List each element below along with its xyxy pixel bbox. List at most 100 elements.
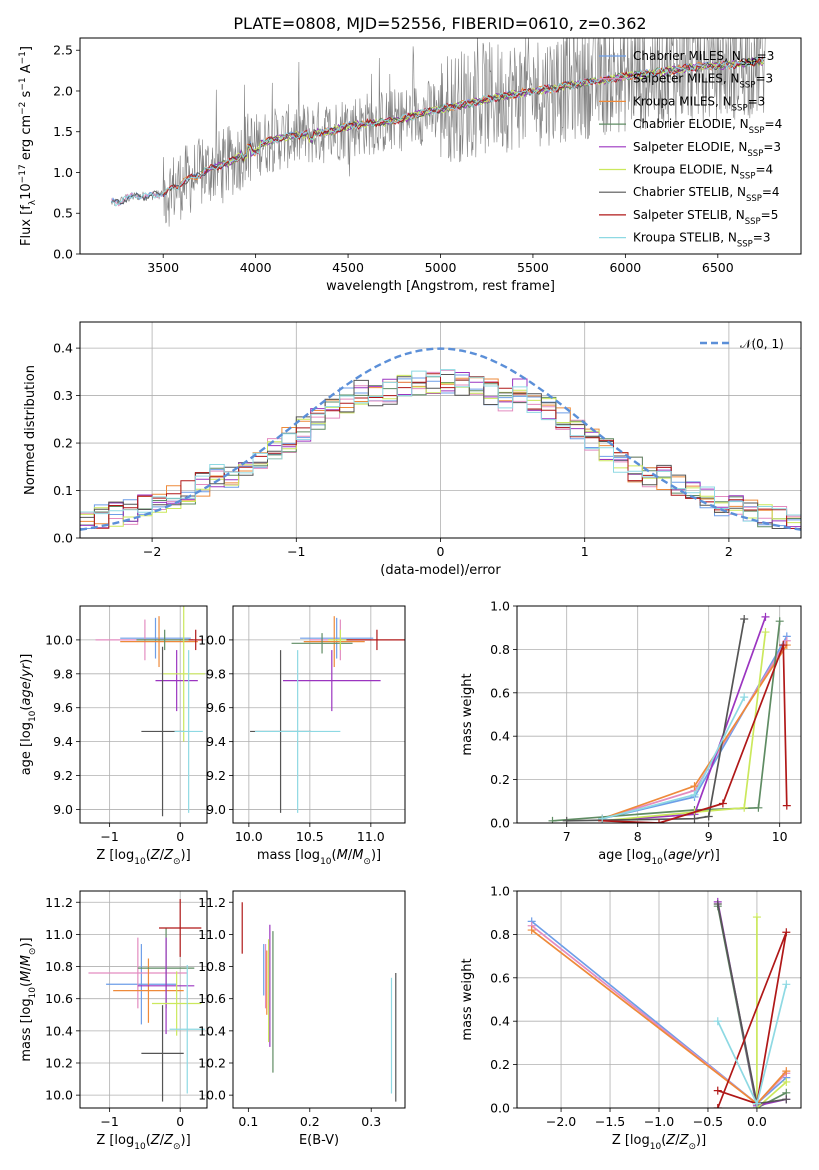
point-marker bbox=[782, 1067, 791, 1076]
x-tick-label: 4000 bbox=[240, 260, 272, 275]
y-tick-label: 9.4 bbox=[53, 734, 73, 749]
x-tick-label: −1.5 bbox=[595, 1114, 625, 1129]
x-tick-label: 4500 bbox=[332, 260, 364, 275]
y-tick-label: 10.0 bbox=[198, 1088, 226, 1103]
axes-frame bbox=[516, 890, 802, 1109]
point-marker bbox=[527, 926, 536, 935]
y-tick-label: 0.2 bbox=[490, 772, 510, 787]
x-axis-label: mass [log10(M/M⊙)] bbox=[257, 848, 381, 867]
series-line-kroupa-elodie bbox=[756, 917, 787, 1108]
y-axis-label: mass weight bbox=[460, 673, 475, 755]
point-marker bbox=[779, 641, 788, 650]
x-tick-label: 5500 bbox=[517, 260, 549, 275]
x-axis-label: Z [log10(Z/Z⊙)] bbox=[612, 1133, 706, 1152]
data-spectrum-line bbox=[111, 38, 766, 227]
x-tick-label: 2 bbox=[725, 544, 733, 559]
plot-area bbox=[250, 616, 405, 813]
chart-mass-vs-Z: −1 0 10.0 10.2 10.4 10.6 10.8 11.0 11.2 Z [log10(… bbox=[19, 890, 208, 1152]
y-tick-label: 0.1 bbox=[53, 483, 73, 498]
y-tick-label: 9.8 bbox=[53, 666, 73, 681]
x-tick-label: 0 bbox=[176, 829, 184, 844]
y-tick-label: 1.5 bbox=[53, 124, 73, 139]
point-marker bbox=[690, 782, 699, 791]
x-tick-label: 9 bbox=[705, 829, 713, 844]
plot-area bbox=[80, 347, 801, 538]
point-marker bbox=[562, 816, 571, 823]
y-tick-label: 9.2 bbox=[53, 768, 73, 783]
point-marker bbox=[598, 814, 607, 823]
y-tick-label: 9.6 bbox=[206, 700, 226, 715]
x-tick-label: 0.3 bbox=[361, 1114, 381, 1129]
y-axis-label: Flux [fλ10−17 erg cm−2 s−1 A−1] bbox=[18, 46, 38, 246]
x-tick-label: −0.5 bbox=[693, 1114, 723, 1129]
x-tick-label: −2 bbox=[143, 544, 161, 559]
point-marker bbox=[690, 814, 699, 823]
y-axis-label: age [log10(age/yr)] bbox=[19, 654, 38, 776]
axes-frame bbox=[232, 605, 406, 824]
point-marker bbox=[782, 1077, 791, 1086]
x-tick-label: −1 bbox=[100, 829, 118, 844]
point-marker bbox=[761, 612, 770, 621]
x-axis-label: E(B-V) bbox=[299, 1133, 339, 1148]
y-tick-label: 10.4 bbox=[45, 1023, 73, 1038]
x-axis-label: (data-model)/error bbox=[380, 563, 501, 578]
y-tick-label: 10.2 bbox=[45, 1055, 73, 1070]
y-tick-label: 0.0 bbox=[490, 1101, 510, 1116]
y-tick-label: 0.4 bbox=[490, 729, 510, 744]
y-tick-label: 10.4 bbox=[198, 1023, 226, 1038]
y-tick-label: 10.8 bbox=[45, 959, 73, 974]
x-tick-label: 10.5 bbox=[296, 829, 324, 844]
y-tick-label: 0.0 bbox=[53, 247, 73, 262]
y-tick-label: 1.0 bbox=[53, 165, 73, 180]
point-marker bbox=[704, 812, 713, 821]
point-marker bbox=[752, 1099, 761, 1108]
y-tick-label: 0.4 bbox=[53, 341, 73, 356]
y-tick-label: 11.0 bbox=[198, 927, 226, 942]
y-axis-label: mass weight bbox=[460, 958, 475, 1040]
x-axis-label: Z [log10(Z/Z⊙)] bbox=[96, 848, 190, 867]
x-tick-label: 0 bbox=[437, 544, 445, 559]
point-marker bbox=[548, 816, 557, 823]
x-tick-label: 0.1 bbox=[238, 1114, 258, 1129]
y-tick-label: 0.2 bbox=[53, 436, 73, 451]
point-marker bbox=[782, 928, 791, 937]
x-axis-label: Z [log10(Z/Z⊙)] bbox=[96, 1133, 190, 1152]
y-tick-label: 10.8 bbox=[198, 959, 226, 974]
y-axis-label: mass [log10(M/M⊙)] bbox=[19, 937, 38, 1061]
y-tick-label: 11.0 bbox=[45, 927, 73, 942]
y-tick-label: 0.2 bbox=[490, 1057, 510, 1072]
point-marker bbox=[775, 617, 784, 626]
x-tick-label: 5000 bbox=[425, 260, 457, 275]
x-tick-label: −1.0 bbox=[644, 1114, 674, 1129]
x-tick-label: 10 bbox=[772, 829, 788, 844]
chart-age-vs-Z: −1 0 9.0 9.2 9.4 9.6 9.8 10.0 Z [log10(Z/Z⊙)] age… bbox=[19, 605, 208, 867]
y-tick-label: 10.0 bbox=[45, 1088, 73, 1103]
y-tick-label: 0.5 bbox=[53, 206, 73, 221]
x-tick-label: 10.0 bbox=[235, 829, 263, 844]
axes-frame bbox=[79, 321, 802, 539]
point-marker bbox=[754, 803, 763, 812]
chart-mass-weight-vs-Z: −2.0 −1.5 −1.0 −0.5 0.0 0.0 0.2 0.4 0.6 0.8 1.0 Z [… bbox=[460, 884, 802, 1152]
normal-curve bbox=[80, 347, 801, 531]
chart-mass-vs-EBV: 0.1 0.2 0.3 10.0 10.2 10.4 10.6 10.8 11.0 11.2 E(B… bbox=[198, 890, 406, 1148]
x-tick-label: 0.2 bbox=[300, 1114, 320, 1129]
point-marker bbox=[740, 615, 749, 624]
axes-frame bbox=[232, 890, 406, 1109]
plot-area bbox=[88, 899, 205, 1102]
y-tick-label: 2.0 bbox=[53, 83, 73, 98]
model-line-salpeter-stelib bbox=[162, 56, 765, 198]
y-axis-label: Normed distribution bbox=[23, 365, 38, 495]
x-tick-label: −1 bbox=[287, 544, 305, 559]
axes-frame bbox=[79, 890, 208, 1109]
plot-area bbox=[527, 897, 791, 1108]
series-line-salpeter-stelib bbox=[717, 931, 788, 1108]
y-tick-label: 1.0 bbox=[490, 599, 510, 614]
y-tick-label: 9.0 bbox=[206, 802, 226, 817]
point-marker bbox=[740, 693, 749, 702]
y-tick-label: 1.0 bbox=[490, 884, 510, 899]
y-tick-label: 9.0 bbox=[53, 802, 73, 817]
y-tick-label: 10.0 bbox=[45, 632, 73, 647]
plot-area bbox=[110, 38, 766, 227]
y-tick-label: 9.4 bbox=[206, 734, 226, 749]
